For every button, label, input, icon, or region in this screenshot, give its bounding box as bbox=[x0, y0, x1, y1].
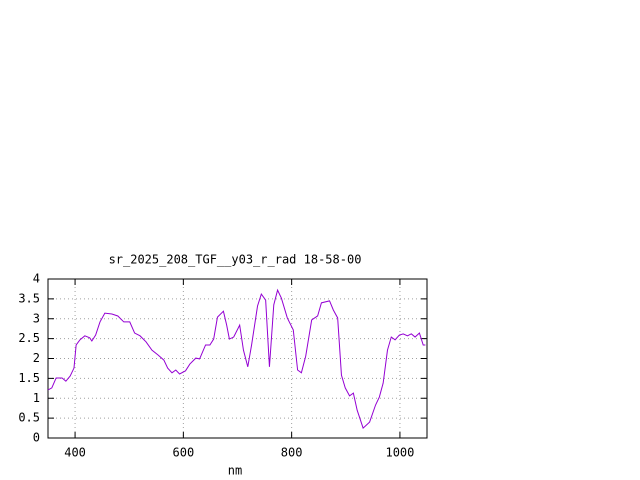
x-tick-label: 600 bbox=[173, 446, 195, 460]
x-tick-label: 400 bbox=[64, 446, 86, 460]
data-line bbox=[47, 288, 426, 429]
x-tick-label: 800 bbox=[281, 446, 303, 460]
y-tick-label: 1 bbox=[33, 391, 40, 405]
plot-border bbox=[47, 278, 428, 439]
y-tick-label: 4 bbox=[33, 272, 40, 286]
y-tick-label: 3 bbox=[33, 311, 40, 325]
y-tick-label: 0.5 bbox=[18, 411, 40, 425]
y-tick-label: 2 bbox=[33, 351, 40, 365]
y-tick-label: 2.5 bbox=[18, 331, 40, 345]
y-tick-label: 3.5 bbox=[18, 291, 40, 305]
y-tick-label: 0 bbox=[33, 431, 40, 445]
chart-title: sr_2025_208_TGF__y03_r_rad 18-58-00 bbox=[109, 253, 362, 267]
y-tick-label: 1.5 bbox=[18, 371, 40, 385]
x-tick-label: 1000 bbox=[385, 446, 414, 460]
x-axis-label: nm bbox=[228, 464, 242, 478]
